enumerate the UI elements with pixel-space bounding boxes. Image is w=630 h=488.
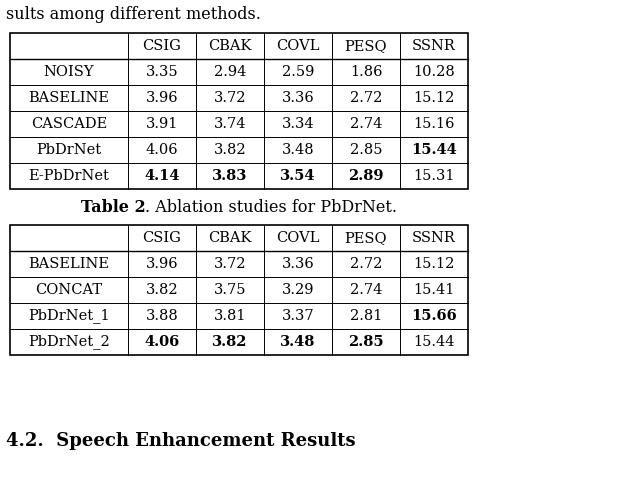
Bar (10, 33, 468, 189)
Text: 2.72: 2.72 (350, 91, 382, 105)
Text: 3.82: 3.82 (212, 335, 248, 349)
Text: 15.31: 15.31 (413, 169, 455, 183)
Bar (10, 225, 468, 355)
Text: 3.81: 3.81 (214, 309, 246, 323)
Text: CONCAT: CONCAT (35, 283, 103, 297)
Text: COVL: COVL (276, 231, 320, 245)
Text: 2.74: 2.74 (350, 117, 382, 131)
Text: 15.66: 15.66 (411, 309, 457, 323)
Text: PbDrNet_2: PbDrNet_2 (28, 335, 110, 349)
Text: 3.82: 3.82 (146, 283, 178, 297)
Text: 3.96: 3.96 (146, 91, 178, 105)
Text: PESQ: PESQ (345, 231, 387, 245)
Text: 3.36: 3.36 (282, 91, 314, 105)
Text: BASELINE: BASELINE (28, 91, 110, 105)
Text: 3.96: 3.96 (146, 257, 178, 271)
Text: 3.34: 3.34 (282, 117, 314, 131)
Text: 3.72: 3.72 (214, 91, 246, 105)
Text: 15.16: 15.16 (413, 117, 455, 131)
Text: 4.14: 4.14 (144, 169, 180, 183)
Text: 3.54: 3.54 (280, 169, 316, 183)
Text: 3.37: 3.37 (282, 309, 314, 323)
Text: Table 2: Table 2 (81, 199, 146, 216)
Text: 2.89: 2.89 (348, 169, 384, 183)
Text: 1.86: 1.86 (350, 65, 382, 79)
Text: NOISY: NOISY (43, 65, 94, 79)
Text: E-PbDrNet: E-PbDrNet (28, 169, 110, 183)
Text: 2.81: 2.81 (350, 309, 382, 323)
Text: 15.44: 15.44 (411, 143, 457, 157)
Text: 15.12: 15.12 (413, 257, 455, 271)
Text: 3.91: 3.91 (146, 117, 178, 131)
Text: CBAK: CBAK (209, 39, 252, 53)
Text: 2.94: 2.94 (214, 65, 246, 79)
Text: SSNR: SSNR (412, 231, 456, 245)
Text: COVL: COVL (276, 39, 320, 53)
Text: 2.85: 2.85 (350, 143, 382, 157)
Text: 2.72: 2.72 (350, 257, 382, 271)
Text: 3.36: 3.36 (282, 257, 314, 271)
Text: 3.75: 3.75 (214, 283, 246, 297)
Text: BASELINE: BASELINE (28, 257, 110, 271)
Text: 3.48: 3.48 (280, 335, 316, 349)
Text: CASCADE: CASCADE (31, 117, 107, 131)
Text: 2.85: 2.85 (348, 335, 384, 349)
Text: 3.82: 3.82 (214, 143, 246, 157)
Text: 10.28: 10.28 (413, 65, 455, 79)
Text: 3.83: 3.83 (212, 169, 248, 183)
Text: 3.48: 3.48 (282, 143, 314, 157)
Text: . Ablation studies for PbDrNet.: . Ablation studies for PbDrNet. (146, 199, 398, 216)
Text: 3.88: 3.88 (146, 309, 178, 323)
Text: PESQ: PESQ (345, 39, 387, 53)
Text: 3.35: 3.35 (146, 65, 178, 79)
Text: 3.74: 3.74 (214, 117, 246, 131)
Text: 15.41: 15.41 (413, 283, 455, 297)
Text: 4.06: 4.06 (146, 143, 178, 157)
Text: 3.72: 3.72 (214, 257, 246, 271)
Text: 4.2.  Speech Enhancement Results: 4.2. Speech Enhancement Results (6, 432, 355, 450)
Text: 2.74: 2.74 (350, 283, 382, 297)
Text: 15.44: 15.44 (413, 335, 455, 349)
Text: PbDrNet: PbDrNet (37, 143, 101, 157)
Text: PbDrNet_1: PbDrNet_1 (28, 308, 110, 324)
Text: 3.29: 3.29 (282, 283, 314, 297)
Text: SSNR: SSNR (412, 39, 456, 53)
Text: sults among different methods.: sults among different methods. (6, 6, 261, 23)
Text: CSIG: CSIG (142, 39, 181, 53)
Text: 15.12: 15.12 (413, 91, 455, 105)
Text: 2.59: 2.59 (282, 65, 314, 79)
Text: CBAK: CBAK (209, 231, 252, 245)
Text: CSIG: CSIG (142, 231, 181, 245)
Text: 4.06: 4.06 (144, 335, 180, 349)
